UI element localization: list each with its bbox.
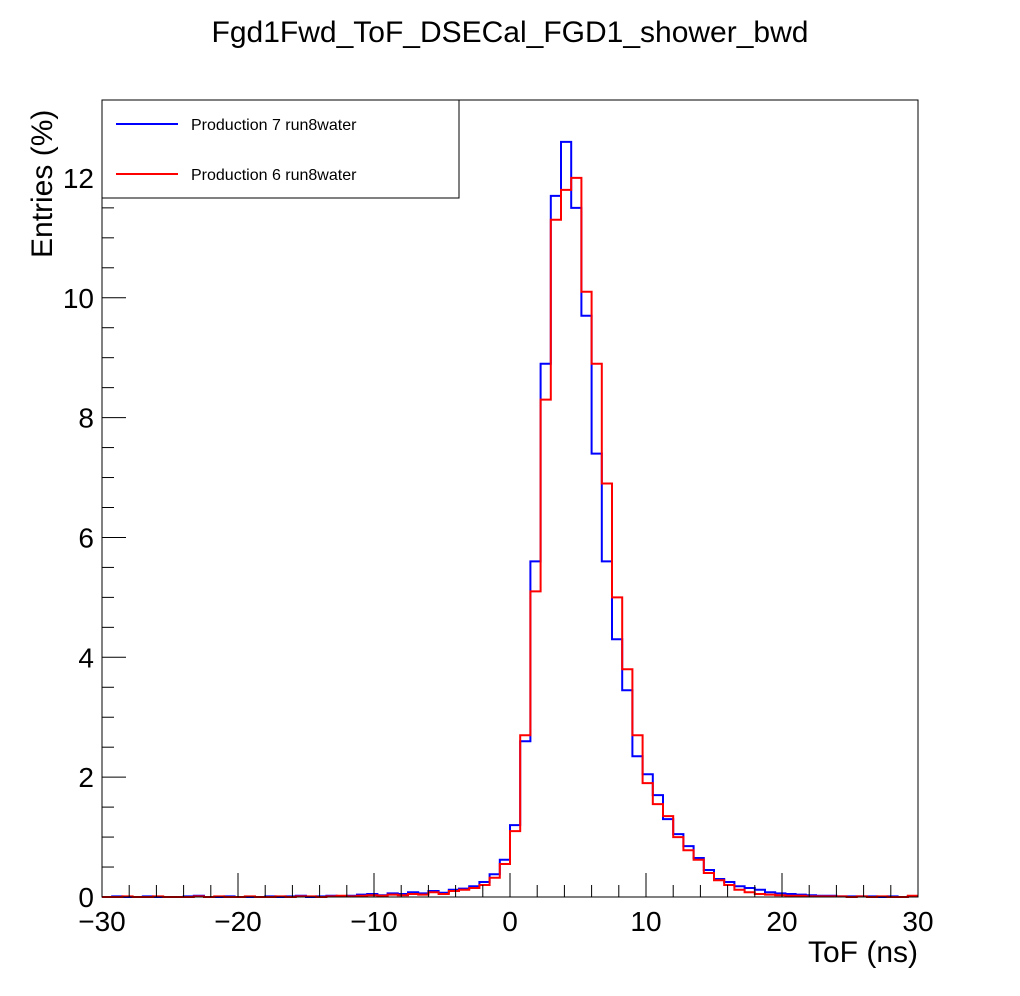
legend: Production 7 run8water Production 6 run8…: [101, 99, 460, 199]
x-tick-label: 0: [502, 906, 518, 937]
x-axis: −30 −20 −10 0 10 20 30: [78, 873, 934, 937]
chart-title: Fgd1Fwd_ToF_DSECal_FGD1_shower_bwd: [212, 16, 809, 49]
y-tick-label: 0: [78, 882, 94, 913]
y-tick-label: 10: [63, 283, 94, 314]
legend-box: [101, 99, 460, 199]
y-axis-title: Entries (%): [26, 110, 59, 258]
series-line-0: [102, 140, 918, 898]
series-line-1: [102, 176, 918, 898]
x-tick-label: 20: [766, 906, 797, 937]
y-tick-label: 6: [78, 522, 94, 553]
x-tick-label: 10: [630, 906, 661, 937]
x-tick-label: 30: [902, 906, 933, 937]
y-axis: 0 2 4 6 8 10 12: [63, 117, 126, 913]
legend-label-prod7: Production 7 run8water: [191, 117, 357, 134]
y-tick-label: 4: [78, 642, 94, 673]
x-tick-label: −30: [78, 906, 126, 937]
legend-label-prod6: Production 6 run8water: [191, 167, 357, 184]
y-tick-label: 12: [63, 163, 94, 194]
x-axis-title: ToF (ns): [808, 936, 918, 969]
x-tick-label: −20: [214, 906, 262, 937]
x-tick-label: −10: [350, 906, 398, 937]
plot-frame: [101, 99, 919, 898]
y-tick-label: 8: [78, 403, 94, 434]
series-layer: [102, 140, 918, 898]
y-tick-label: 2: [78, 762, 94, 793]
